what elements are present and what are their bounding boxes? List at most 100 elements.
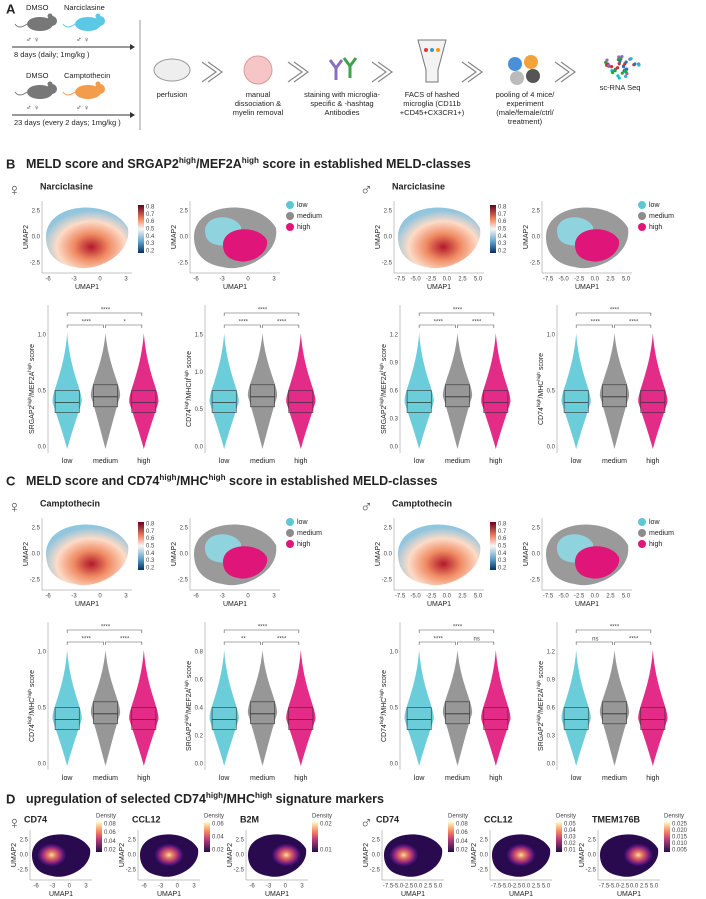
umap-dot-icon [611,71,615,75]
colorbar-tick: 0.6 [146,536,155,542]
significance-bracket [575,312,652,316]
sex-symbol: ♂ [360,497,373,516]
colorbar-tick: 0.7 [498,529,507,535]
significance-bracket [223,324,261,328]
x-tick-label: 2.5 [458,594,467,600]
text-part: /MEF2A [538,688,545,714]
colorbar-tick: 0.010 [672,841,688,847]
cell-icon [508,57,522,71]
violin [481,333,511,449]
text-part: score in established MELD-classes [226,474,438,488]
boxplot-box [445,701,470,725]
mouse-ear [47,13,53,19]
sex-label: ♂ ♀ [76,35,89,44]
umap-cluster [223,229,268,262]
colorbar-tick: 0.01 [564,848,576,854]
umap-cloud [46,524,129,586]
significance-label: **** [82,637,92,643]
x-tick-label: 2.5 [532,884,541,890]
y-axis-label: UMAP2 [523,542,530,566]
step-label: staining with microglia- [304,90,380,99]
significance-label: **** [434,320,444,326]
x-tick-label: 0.0 [522,884,531,890]
y-tick-label: 2.5 [532,526,541,532]
step-label: +CD45+CX3CR1+) [400,108,465,117]
y-tick-label: 0.0 [38,762,47,768]
umap-dot-icon [617,55,621,59]
significance-bracket [66,312,143,316]
sex-symbol: ♂ [360,180,373,199]
superscript: high [379,363,384,372]
y-tick-label: 0.9 [390,361,399,367]
violin [209,333,239,449]
text-part: score [186,661,193,680]
x-tick-label: 0.0 [414,884,423,890]
step-label: experiment [506,99,544,108]
x-tick-label: 2.5 [424,884,433,890]
x-tick-label: -2.5 [511,884,522,890]
superscript: high [536,680,541,689]
y-tick-label: 1.2 [547,650,556,656]
boxplot-box [93,701,118,725]
sex-label: ♂ ♀ [76,103,89,112]
colorbar-tick: 0.04 [104,839,116,845]
x-tick-label: -6 [193,277,199,283]
colorbar-tick: 0.5 [146,227,155,233]
text-part: /MHC [381,698,388,716]
mouse-icon [27,17,53,31]
x-tick-label: -2.5 [426,277,437,283]
boxplot-box [406,707,432,730]
x-axis-label: UMAP1 [223,601,247,608]
dish-icon [243,55,273,85]
x-tick-label: 0.0 [443,277,452,283]
superscript: high [184,370,189,379]
x-tick-label: 0 [68,884,72,890]
violin [404,333,434,449]
superscript: high [184,680,189,689]
x-tick-label: -3 [158,884,164,890]
violin [52,650,82,766]
boxplot-box [131,390,157,413]
step-label: pooling of 4 mice/ [496,90,556,99]
y-axis-label: UMAP2 [23,542,30,566]
y-axis-label: CD74high/MHCIIhigh score [184,351,193,427]
y-axis-label: UMAP2 [375,542,382,566]
cell-dot [430,48,434,52]
colorbar-tick: 0.02 [320,822,332,828]
y-tick-label: -2.5 [126,868,137,874]
legend-label: high [297,224,310,231]
x-tick-label: 3 [124,277,128,283]
mouse-head [95,16,105,26]
x-tick-label: 0 [246,594,250,600]
superscript: high [536,398,541,407]
colorbar-tick: 0.2 [498,249,507,255]
antibody-icon [342,57,358,78]
step-label: specific & -hashtag [310,99,373,108]
y-tick-label: -2.5 [530,578,541,584]
colorbar [448,822,454,852]
colorbar-tick: 0.02 [564,841,576,847]
gene-label: CD74 [376,814,399,824]
text-part: SRGAP2 [381,405,388,434]
x-tick-label: low [62,458,73,465]
significance-label: ** [241,637,246,643]
x-axis-label: UMAP1 [401,891,425,898]
colorbar-tick: 0.025 [672,822,688,828]
significance-label: **** [239,320,249,326]
x-tick-label: -7.5 [383,884,394,890]
y-axis-label: UMAP2 [227,843,234,867]
x-tick-label: -7.5 [543,277,554,283]
umap-cluster [575,546,620,579]
mouse-tail [14,91,28,96]
gene-label: CCL12 [484,814,513,824]
drug-label: Camptothecin [40,498,100,508]
x-tick-label: -7.5 [491,884,502,890]
y-axis-label: UMAP2 [579,843,586,867]
text-part: SRGAP2 [538,722,545,751]
text-part: score [29,344,36,363]
x-tick-label: 5.0 [434,884,443,890]
x-tick-label: -6 [141,884,147,890]
x-tick-label: low [219,775,230,782]
boxplot-box [54,707,80,730]
umap-dot-icon [624,60,628,64]
